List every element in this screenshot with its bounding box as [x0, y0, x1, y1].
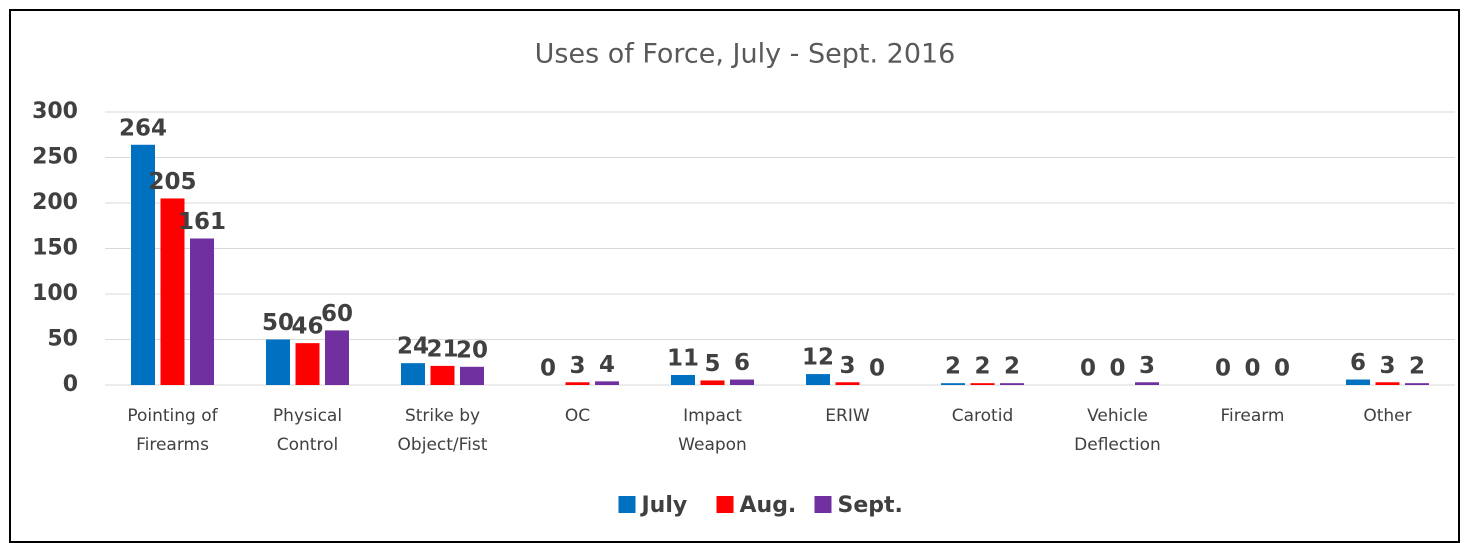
bar — [806, 374, 830, 385]
data-label: 24 — [397, 334, 429, 360]
bar — [1346, 379, 1370, 385]
data-label: 11 — [667, 345, 699, 371]
y-tick-label: 50 — [47, 327, 78, 352]
bar — [730, 379, 754, 385]
data-label: 0 — [1109, 356, 1125, 382]
data-label: 5 — [704, 351, 720, 377]
data-label: 0 — [869, 356, 885, 382]
x-tick-label: Strike by Object/Fist — [397, 406, 488, 455]
data-label: 4 — [599, 352, 615, 378]
bar — [1375, 382, 1400, 385]
bar — [401, 363, 425, 385]
data-label: 0 — [1274, 356, 1290, 382]
bar — [430, 365, 455, 385]
bar — [941, 383, 965, 385]
data-label: 6 — [734, 350, 750, 376]
y-tick-label: 150 — [32, 236, 78, 261]
data-label: 205 — [148, 169, 196, 195]
data-label: 161 — [178, 209, 226, 235]
y-tick-label: 300 — [32, 99, 78, 124]
data-label: 20 — [456, 337, 488, 363]
legend-label: Aug. — [740, 493, 797, 518]
data-label: 21 — [426, 336, 458, 362]
bar — [460, 366, 484, 385]
bar — [835, 382, 860, 385]
bar — [325, 330, 349, 385]
legend-swatch — [814, 496, 832, 513]
data-label: 2 — [974, 354, 990, 380]
bar — [700, 380, 725, 385]
bar — [970, 383, 995, 385]
legend-swatch — [716, 496, 734, 513]
bar — [595, 381, 619, 385]
legend-label: July — [640, 493, 688, 518]
data-label: 2 — [1004, 354, 1020, 380]
data-label: 264 — [119, 115, 167, 141]
bar — [295, 343, 320, 385]
data-label: 0 — [540, 356, 556, 382]
bar — [266, 339, 290, 385]
data-label: 46 — [291, 314, 323, 340]
bar — [131, 144, 155, 385]
data-label: 2 — [1409, 354, 1425, 380]
legend-label: Sept. — [838, 493, 903, 518]
x-tick-label: Firearm — [1220, 406, 1285, 426]
data-label: 3 — [839, 353, 855, 379]
bar — [1135, 382, 1159, 385]
data-label: 6 — [1350, 350, 1366, 376]
y-tick-label: 250 — [32, 145, 78, 170]
y-tick-label: 0 — [63, 372, 78, 397]
data-label: 3 — [569, 353, 585, 379]
bar — [160, 198, 185, 385]
data-label: 0 — [1080, 356, 1096, 382]
x-tick-label: Physical Control — [272, 406, 343, 455]
bar — [1000, 383, 1024, 385]
data-label: 0 — [1244, 356, 1260, 382]
bar — [671, 374, 695, 385]
chart-border — [9, 9, 1460, 543]
legend-swatch — [618, 496, 636, 513]
x-tick-label: ERIW — [825, 406, 870, 426]
bar — [190, 238, 214, 385]
x-tick-label: Impact Weapon — [678, 406, 747, 455]
data-label: 50 — [262, 310, 294, 336]
data-label: 2 — [945, 354, 961, 380]
bar — [565, 382, 590, 385]
data-label: 12 — [802, 345, 834, 371]
x-tick-label: OC — [564, 406, 591, 426]
chart-title: Uses of Force, July - Sept. 2016 — [535, 39, 956, 70]
x-tick-label: Carotid — [951, 406, 1014, 426]
x-tick-label: Other — [1363, 406, 1412, 426]
data-label: 60 — [321, 301, 353, 327]
x-tick-label: Pointing of Firearms — [127, 406, 218, 455]
data-label: 3 — [1139, 353, 1155, 379]
data-label: 3 — [1379, 353, 1395, 379]
y-tick-label: 100 — [32, 281, 78, 306]
x-tick-label: Vehicle Deflection — [1074, 406, 1161, 455]
bar — [1405, 383, 1429, 385]
y-tick-label: 200 — [32, 190, 78, 215]
data-label: 0 — [1215, 356, 1231, 382]
